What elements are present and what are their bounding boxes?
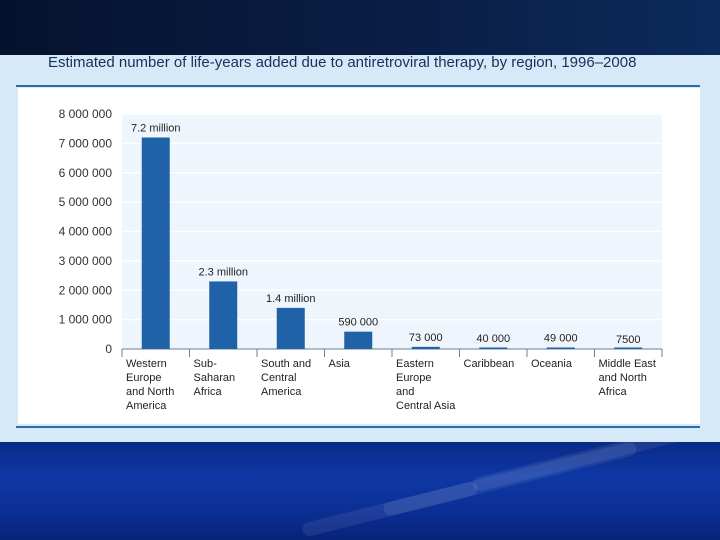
data-label: 590 000 (338, 317, 378, 329)
slide-title: Estimated number of life-years added due… (48, 54, 637, 71)
x-category-label: Middle East (599, 358, 656, 370)
y-tick-label: 0 (105, 342, 112, 356)
x-category-label: and (396, 386, 414, 398)
x-category-label: Caribbean (464, 358, 515, 370)
x-category-label: Western (126, 358, 167, 370)
y-tick-label: 8 000 000 (59, 107, 113, 121)
data-label: 49 000 (544, 333, 578, 345)
bottom-band (0, 442, 720, 540)
y-tick-label: 3 000 000 (59, 254, 113, 268)
x-category-label: Europe (396, 372, 431, 384)
bar-2 (209, 281, 238, 349)
y-tick-label: 6 000 000 (59, 166, 113, 180)
y-tick-label: 1 000 000 (59, 313, 113, 327)
data-label: 2.3 million (198, 266, 248, 278)
bar-6 (479, 347, 508, 349)
x-category-label: and North (126, 386, 174, 398)
data-label: 73 000 (409, 332, 443, 344)
bar-4 (344, 331, 373, 349)
chart-panel: 8 000 000 7 000 000 6 000 000 5 000 000 4 00… (18, 88, 700, 424)
top-band (0, 0, 720, 55)
x-category-label: America (261, 386, 302, 398)
x-category-label: Africa (194, 386, 223, 398)
data-label: 40 000 (476, 333, 510, 345)
x-category-label: America (126, 400, 167, 412)
x-category-label: and North (599, 372, 647, 384)
x-category-label: Eastern (396, 358, 434, 370)
x-category-label: South and (261, 358, 311, 370)
bar-7 (546, 347, 575, 349)
x-category-label: Central (261, 372, 296, 384)
x-category-label: Central Asia (396, 400, 456, 412)
title-rule (16, 85, 700, 87)
data-label: 1.4 million (266, 293, 316, 305)
y-tick-label: 4 000 000 (59, 225, 113, 239)
x-category-label: Europe (126, 372, 161, 384)
x-category-label: Sub- (194, 358, 218, 370)
y-tick-label: 7 000 000 (59, 136, 113, 150)
y-tick-label: 5 000 000 (59, 195, 113, 209)
y-tick-label: 2 000 000 (59, 283, 113, 297)
x-category-label: Oceania (531, 358, 573, 370)
data-label: 7.2 million (131, 123, 181, 135)
data-label: 7500 (616, 334, 640, 346)
x-category-label: Asia (329, 358, 351, 370)
bar-chart: 8 000 000 7 000 000 6 000 000 5 000 000 4 00… (59, 107, 663, 412)
x-category-label: Africa (599, 386, 628, 398)
x-category-label: Saharan (194, 372, 236, 384)
band-streak (300, 480, 480, 538)
bar-8 (614, 347, 643, 349)
bar-1 (141, 137, 170, 349)
bar-5 (411, 346, 440, 349)
bar-3 (276, 307, 305, 349)
panel-bottom-rule (16, 426, 700, 428)
